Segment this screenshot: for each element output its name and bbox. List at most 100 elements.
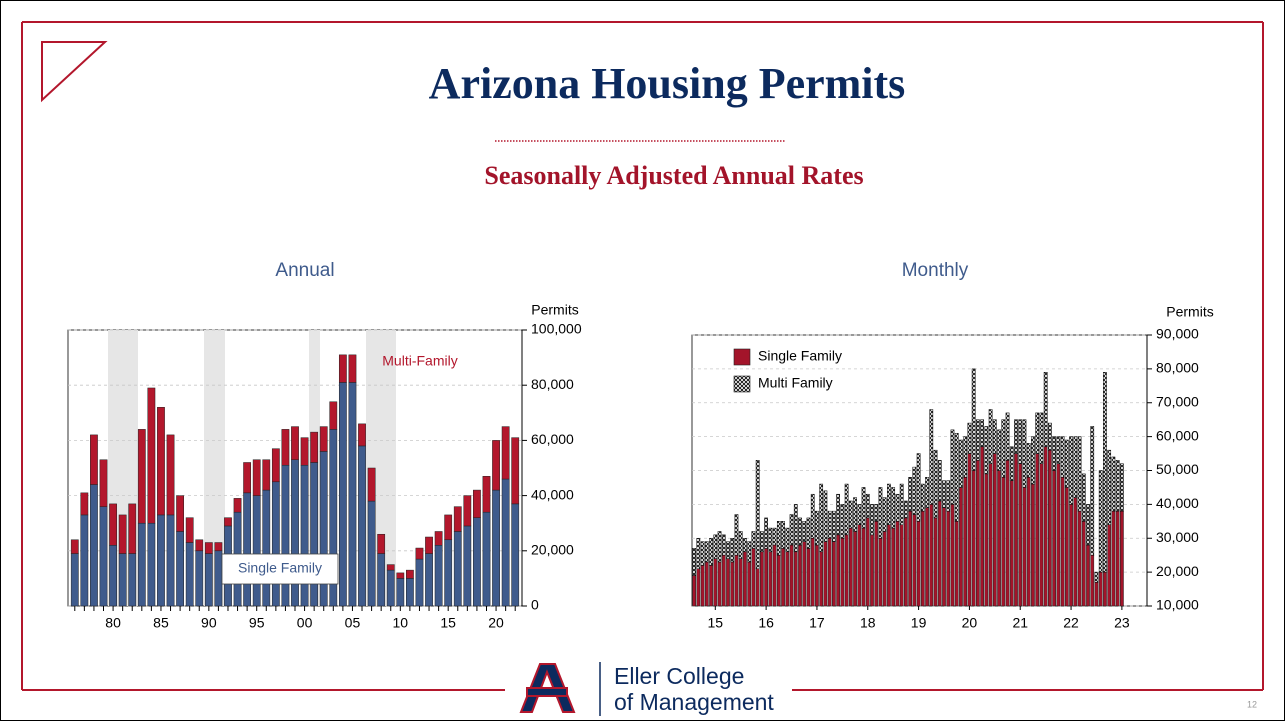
bar-segment bbox=[721, 534, 726, 556]
bar-segment bbox=[1115, 460, 1120, 512]
bar-segment bbox=[204, 553, 213, 607]
bar-segment bbox=[406, 578, 414, 607]
bar-segment bbox=[185, 517, 194, 543]
bar-segment bbox=[1005, 412, 1010, 461]
bar-segment bbox=[1120, 510, 1124, 607]
bar-segment bbox=[367, 500, 376, 607]
bar-segment bbox=[348, 382, 357, 607]
bar-segment bbox=[971, 470, 976, 607]
bar-segment bbox=[1001, 477, 1006, 607]
bar-segment bbox=[942, 507, 946, 607]
x-tick-label: 95 bbox=[249, 615, 265, 631]
bar-segment bbox=[704, 561, 709, 607]
bar-segment bbox=[823, 541, 828, 607]
bar-segment bbox=[1077, 510, 1082, 607]
bar-segment bbox=[743, 551, 747, 607]
bar-segment bbox=[988, 463, 993, 607]
bar-segment bbox=[137, 522, 146, 607]
bar-segment bbox=[1052, 436, 1056, 471]
bar-segment bbox=[482, 476, 491, 513]
bar-segment bbox=[832, 541, 836, 607]
bar-segment bbox=[963, 477, 968, 607]
bar-segment bbox=[980, 446, 984, 607]
bar-segment bbox=[1026, 477, 1031, 607]
page-number: 12 bbox=[1247, 699, 1257, 709]
bar-segment bbox=[853, 531, 857, 607]
x-tick-label: 00 bbox=[297, 615, 313, 631]
bar-segment bbox=[937, 500, 942, 607]
bar-segment bbox=[195, 539, 204, 552]
bar-segment bbox=[386, 564, 395, 571]
y-tick-label: 10,000 bbox=[1156, 597, 1199, 613]
bar-segment bbox=[789, 544, 794, 607]
bar-segment bbox=[99, 506, 108, 607]
bar-segment bbox=[781, 548, 785, 607]
y-tick-label: 70,000 bbox=[1156, 393, 1199, 409]
y-tick-label: 20,000 bbox=[1156, 563, 1199, 579]
bar-segment bbox=[1056, 436, 1061, 464]
bar-segment bbox=[128, 503, 137, 554]
bar-segment bbox=[772, 544, 777, 607]
bar-segment bbox=[1022, 419, 1027, 488]
bar-segment bbox=[920, 510, 925, 607]
bar-segment bbox=[1064, 439, 1069, 488]
bar-segment bbox=[755, 568, 760, 607]
bar-segment bbox=[80, 514, 89, 607]
bar-segment bbox=[281, 464, 290, 607]
bar-segment bbox=[1009, 446, 1014, 481]
bar-segment bbox=[1043, 446, 1048, 607]
bar-segment bbox=[751, 531, 756, 549]
bar-segment bbox=[992, 419, 997, 454]
bar-segment bbox=[501, 478, 510, 607]
bar-segment bbox=[912, 466, 917, 515]
charts: Annual Permits 0 20,000 40,000 60,000 80,000 10… bbox=[67, 260, 1214, 631]
bar-segment bbox=[300, 464, 309, 607]
bar-segment bbox=[377, 553, 386, 607]
bar-segment bbox=[70, 539, 79, 554]
bar-segment bbox=[916, 521, 921, 607]
bar-segment bbox=[709, 538, 713, 566]
bar-segment bbox=[984, 473, 989, 607]
bar-segment bbox=[1060, 477, 1065, 607]
bar-segment bbox=[224, 517, 232, 527]
bar-segment bbox=[976, 460, 980, 607]
bar-segment bbox=[793, 551, 798, 607]
bar-segment bbox=[185, 542, 194, 607]
bar-segment bbox=[878, 538, 883, 607]
legend-label: Single Family bbox=[758, 348, 842, 364]
bar-segment bbox=[717, 531, 722, 563]
bar-segment bbox=[933, 449, 938, 519]
y-tick-label: 80,000 bbox=[1156, 360, 1199, 376]
y-tick-label: 60,000 bbox=[531, 431, 574, 447]
bar-segment bbox=[874, 504, 879, 522]
bar-segment bbox=[878, 487, 883, 539]
bar-segment bbox=[959, 487, 963, 607]
x-tick-label: 19 bbox=[911, 615, 927, 631]
bar-segment bbox=[1048, 422, 1052, 451]
bar-segment bbox=[1073, 497, 1078, 607]
bar-segment bbox=[1073, 436, 1078, 498]
bar-segment bbox=[815, 510, 819, 546]
bar-segment bbox=[882, 531, 887, 607]
x-tick-label: 22 bbox=[1063, 615, 1079, 631]
bar-segment bbox=[899, 483, 904, 525]
bar-segment bbox=[730, 538, 735, 563]
bar-segment bbox=[1048, 449, 1052, 607]
bar-segment bbox=[1014, 453, 1018, 607]
x-tick-label: 23 bbox=[1114, 615, 1130, 631]
bar-segment bbox=[176, 495, 184, 532]
bar-segment bbox=[726, 558, 730, 607]
bar-segment bbox=[946, 510, 951, 607]
bar-segment bbox=[870, 504, 874, 536]
bar-segment bbox=[1094, 571, 1099, 583]
bar-segment bbox=[865, 517, 870, 607]
x-tick-label: 17 bbox=[809, 615, 825, 631]
bar-segment bbox=[920, 483, 925, 512]
bar-segment bbox=[252, 495, 261, 607]
bar-segment bbox=[692, 575, 696, 607]
bar-segment bbox=[874, 521, 879, 607]
bar-segment bbox=[713, 558, 718, 607]
x-tick-label: 15 bbox=[440, 615, 456, 631]
bar-segment bbox=[1039, 412, 1044, 464]
bar-segment bbox=[482, 511, 491, 607]
